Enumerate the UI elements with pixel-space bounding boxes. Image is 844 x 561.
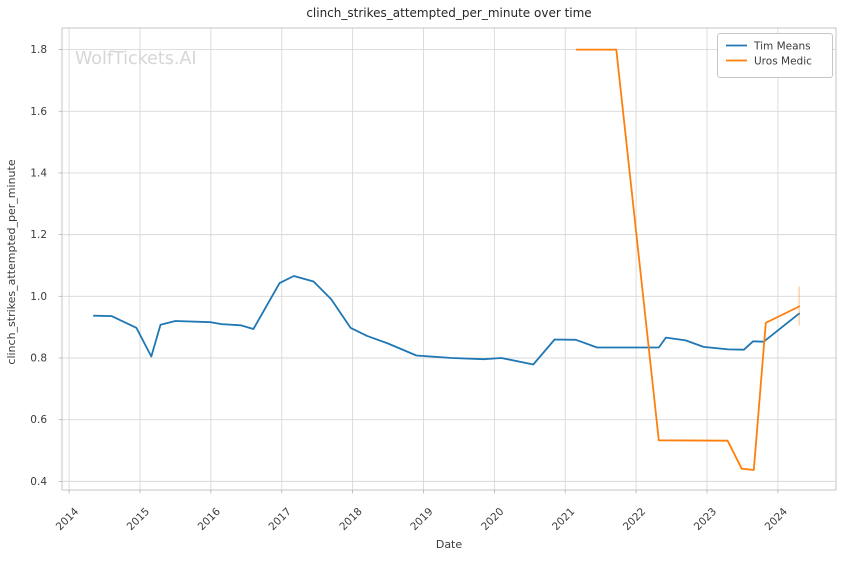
- x-tick-label: 2021: [550, 506, 577, 533]
- y-tick-label: 1.8: [30, 44, 47, 56]
- x-tick-label: 2015: [125, 506, 152, 533]
- axis-tick-marks: [58, 49, 779, 494]
- x-tick-label: 2016: [196, 505, 224, 533]
- x-tick-label: 2017: [266, 506, 293, 533]
- x-tick-label: 2023: [692, 506, 719, 533]
- x-axis-label: Date: [436, 538, 463, 551]
- legend-item-label: Uros Medic: [754, 55, 812, 67]
- series-lines: [93, 48, 800, 471]
- x-tick-label: 2019: [408, 506, 435, 533]
- y-tick-label: 1.0: [30, 291, 47, 303]
- y-tick-labels: 0.4 0.6 0.8 1.0 1.2 1.4 1.6 1.8: [30, 44, 47, 488]
- y-tick-label: 1.6: [30, 106, 47, 118]
- legend: Tim Means Uros Medic: [717, 33, 833, 78]
- x-tick-label: 2018: [337, 506, 364, 533]
- x-tick-label: 2022: [621, 506, 648, 533]
- x-tick-label: 2020: [479, 506, 506, 533]
- y-tick-label: 1.2: [30, 229, 47, 241]
- y-tick-label: 0.6: [30, 414, 47, 426]
- y-axis-label: clinch_strikes_attempted_per_minute: [5, 159, 18, 364]
- y-tick-label: 0.4: [30, 476, 47, 488]
- watermark: WolfTickets.AI: [75, 49, 197, 69]
- legend-item-label: Tim Means: [753, 40, 811, 52]
- legend-box: [717, 33, 833, 78]
- x-tick-labels: 2014 2015 2016 2017 2018 2019 2020 2021 2022 2023…: [54, 505, 790, 533]
- x-tick-label: 2014: [54, 505, 82, 533]
- x-tick-label: 2024: [763, 505, 791, 533]
- y-tick-label: 1.4: [30, 167, 47, 179]
- series-line-tim-means: [93, 275, 800, 366]
- chart-title: clinch_strikes_attempted_per_minute over…: [306, 6, 591, 20]
- y-tick-label: 0.8: [30, 353, 47, 365]
- series-line-uros-medic: [575, 48, 800, 471]
- grid-lines: [62, 28, 836, 490]
- plot-border: [61, 27, 837, 491]
